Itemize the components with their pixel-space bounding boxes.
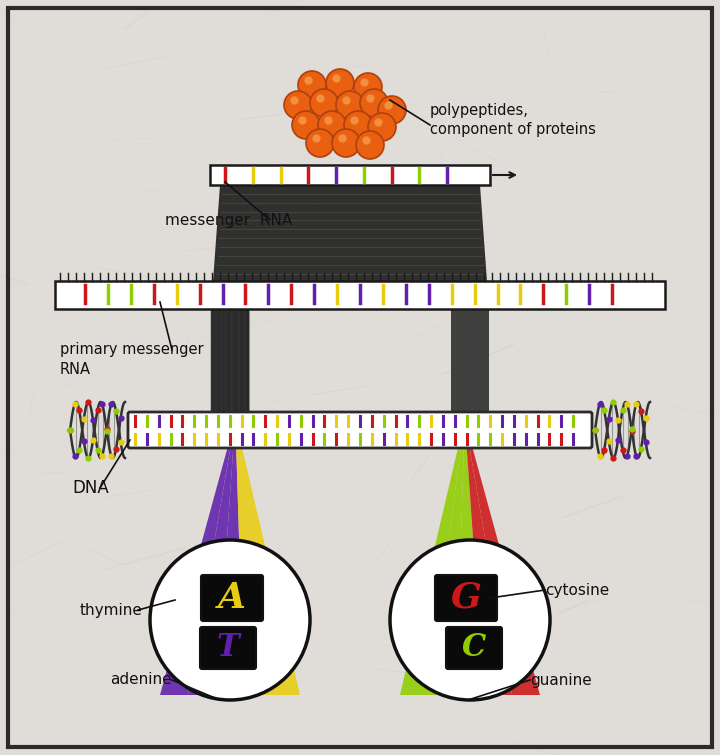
Text: C: C — [462, 633, 486, 664]
Text: polypeptides,
component of proteins: polypeptides, component of proteins — [430, 103, 596, 137]
Bar — [212, 295, 250, 430]
Bar — [212, 295, 251, 430]
FancyBboxPatch shape — [446, 627, 502, 669]
Circle shape — [310, 89, 338, 117]
Polygon shape — [211, 185, 489, 309]
Circle shape — [292, 111, 320, 139]
Circle shape — [326, 69, 354, 97]
Bar — [451, 295, 489, 430]
Bar — [211, 295, 248, 430]
Text: guanine: guanine — [530, 673, 592, 688]
Circle shape — [378, 96, 406, 124]
Circle shape — [390, 540, 550, 700]
Circle shape — [354, 73, 382, 101]
Circle shape — [318, 111, 346, 139]
Circle shape — [306, 129, 334, 157]
FancyBboxPatch shape — [200, 627, 256, 669]
Text: messenger  RNA: messenger RNA — [165, 212, 292, 227]
Text: DNA: DNA — [72, 479, 109, 497]
FancyBboxPatch shape — [210, 165, 490, 185]
Circle shape — [368, 113, 396, 141]
FancyBboxPatch shape — [201, 575, 263, 621]
Text: cytosine: cytosine — [545, 583, 609, 597]
Polygon shape — [236, 435, 272, 695]
Bar — [212, 295, 250, 430]
Circle shape — [336, 91, 364, 119]
Text: A: A — [218, 581, 246, 615]
Polygon shape — [456, 435, 484, 695]
Circle shape — [284, 91, 312, 119]
Circle shape — [332, 129, 360, 157]
Polygon shape — [216, 435, 244, 695]
Bar — [211, 295, 249, 430]
Polygon shape — [238, 435, 300, 695]
Circle shape — [360, 89, 388, 117]
Circle shape — [356, 131, 384, 159]
Polygon shape — [466, 435, 512, 695]
Circle shape — [150, 540, 310, 700]
Polygon shape — [215, 170, 485, 185]
Text: T: T — [217, 633, 239, 664]
FancyBboxPatch shape — [128, 412, 592, 448]
Polygon shape — [160, 435, 233, 695]
Polygon shape — [467, 435, 540, 695]
Polygon shape — [188, 435, 234, 695]
Circle shape — [344, 111, 372, 139]
Text: thymine: thymine — [80, 602, 143, 618]
Polygon shape — [428, 435, 464, 695]
FancyBboxPatch shape — [435, 575, 497, 621]
Bar — [210, 295, 248, 430]
Polygon shape — [400, 435, 463, 695]
FancyBboxPatch shape — [55, 281, 665, 309]
Text: primary messenger
RNA: primary messenger RNA — [60, 342, 204, 377]
Text: adenine: adenine — [110, 673, 171, 688]
Text: G: G — [451, 581, 482, 615]
Circle shape — [298, 71, 326, 99]
